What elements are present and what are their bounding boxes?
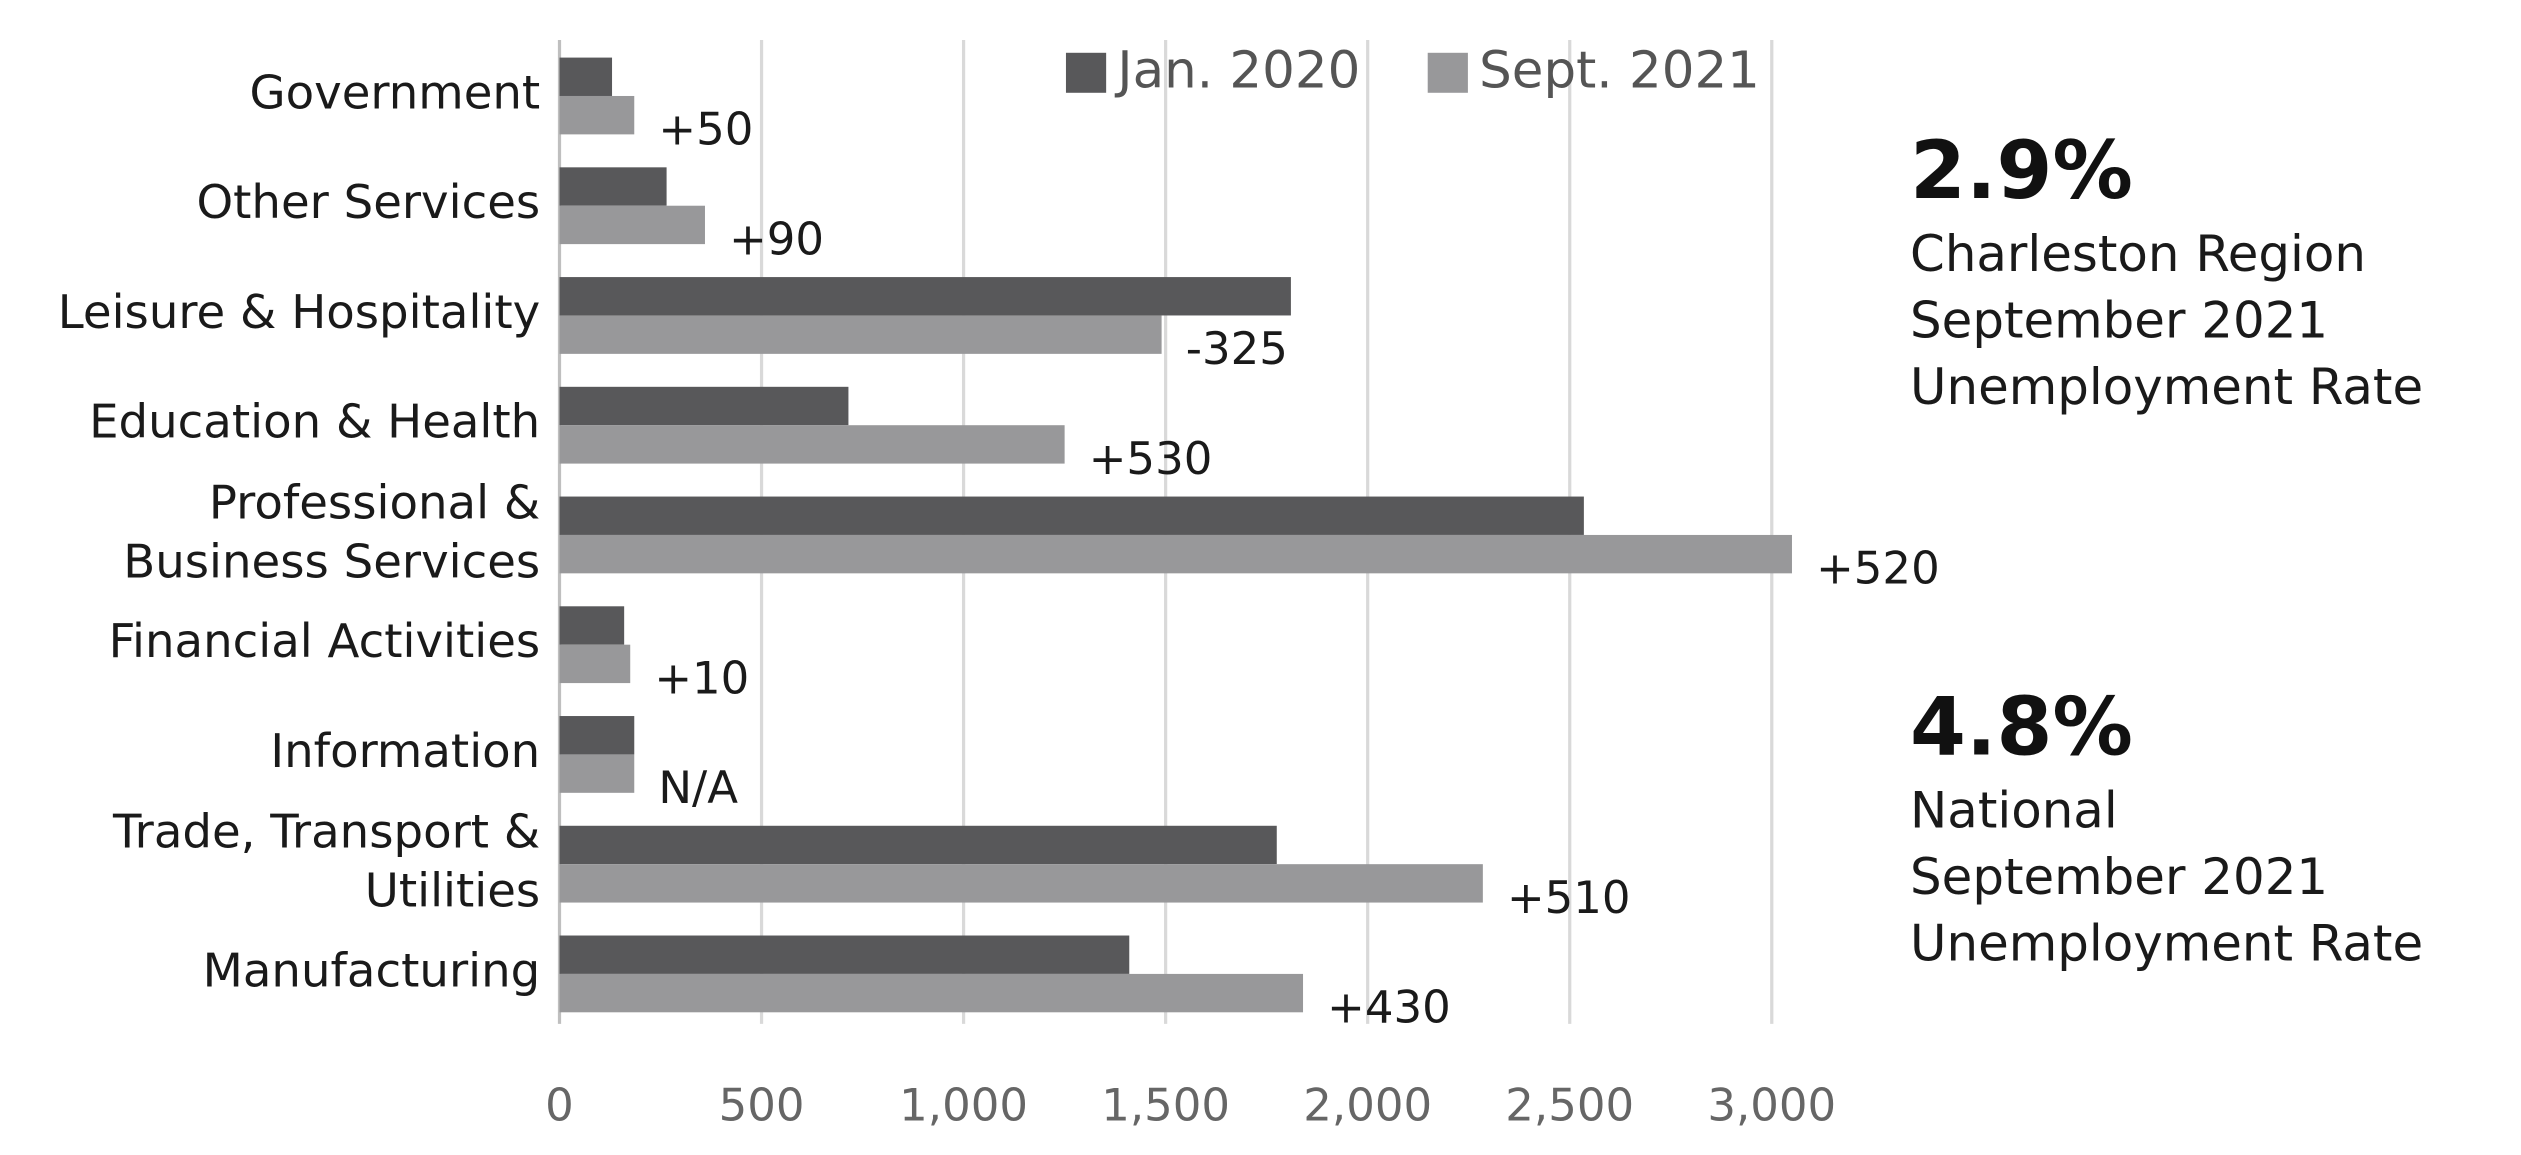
bar — [559, 95, 635, 135]
stat-text: Unemployment Rate — [1910, 915, 2423, 973]
stat-value: 2.9% — [1910, 124, 2133, 217]
category-label: Trade, Transport & Utilities — [112, 804, 540, 917]
stat-text: National — [1910, 782, 2118, 840]
x-tick-label: 1,500 — [1101, 1079, 1230, 1132]
bar — [559, 754, 635, 793]
category-label: Professional & Business Services — [123, 475, 540, 588]
change-label: +520 — [1816, 542, 1940, 595]
change-label: +50 — [658, 103, 753, 156]
bar — [559, 864, 1483, 903]
bar — [559, 57, 613, 96]
legend-swatch — [1427, 52, 1468, 93]
change-label: +430 — [1327, 981, 1451, 1034]
bar — [559, 825, 1277, 865]
bar — [559, 386, 849, 426]
legend-label: Sept. 2021 — [1479, 41, 1760, 101]
change-label: N/A — [658, 761, 738, 814]
category-label: Government — [249, 66, 540, 120]
bar — [559, 534, 1792, 574]
change-label: +510 — [1507, 871, 1631, 924]
category-label: Information — [270, 724, 540, 778]
bar — [559, 315, 1162, 354]
bar — [559, 716, 635, 755]
x-tick-label: 2,500 — [1505, 1079, 1634, 1132]
bar — [559, 205, 705, 245]
change-label: +90 — [729, 213, 824, 266]
bar — [559, 496, 1584, 535]
stat-value: 4.8% — [1910, 681, 2133, 774]
legend-label: Jan. 2020 — [1114, 41, 1360, 101]
stat-text: September 2021 — [1910, 848, 2328, 906]
category-label: Manufacturing — [203, 943, 541, 997]
category-label: Leisure & Hospitality — [58, 285, 540, 339]
bar — [559, 644, 631, 684]
x-tick-label: 500 — [719, 1079, 805, 1132]
stat-text: Charleston Region — [1910, 225, 2366, 283]
bar — [559, 606, 625, 645]
change-label: +10 — [654, 652, 749, 705]
change-label: +530 — [1089, 432, 1213, 485]
x-tick-label: 1,000 — [899, 1079, 1028, 1132]
category-label: Financial Activities — [109, 614, 541, 668]
bar — [559, 167, 667, 206]
stat-text: Unemployment Rate — [1910, 358, 2423, 416]
bar — [559, 277, 1291, 316]
category-label: Education & Health — [89, 395, 540, 449]
x-tick-label: 0 — [545, 1079, 574, 1132]
x-tick-label: 3,000 — [1707, 1079, 1836, 1132]
bar — [559, 935, 1130, 974]
category-label: Other Services — [196, 175, 540, 229]
change-label: -325 — [1186, 322, 1288, 375]
bar — [559, 425, 1065, 464]
stat-text: September 2021 — [1910, 292, 2328, 350]
x-tick-label: 2,000 — [1303, 1079, 1432, 1132]
legend-swatch — [1065, 52, 1107, 93]
bar — [559, 973, 1304, 1013]
